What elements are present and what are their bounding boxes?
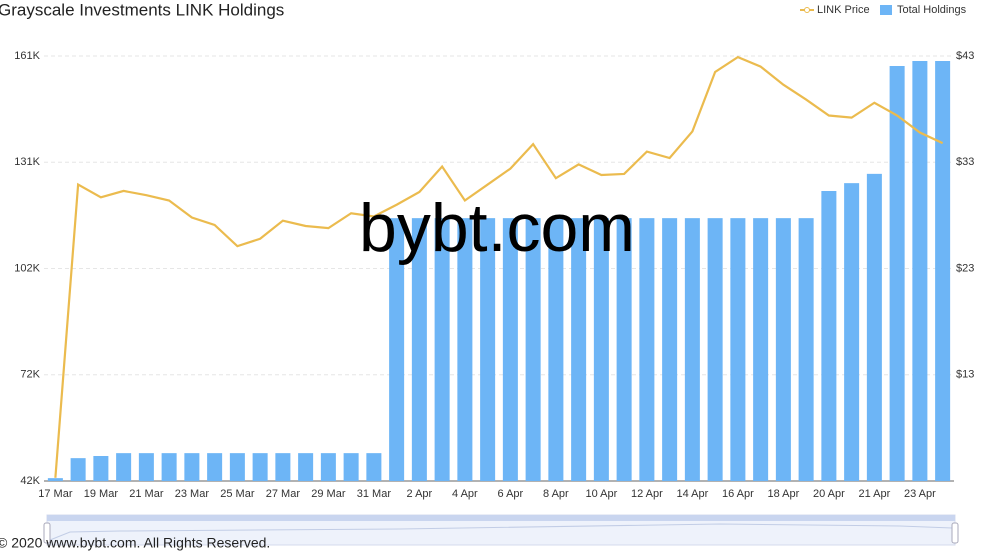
bar — [707, 218, 723, 481]
y2-tick-label: $43 — [956, 50, 974, 62]
x-tick-label: 21 Mar — [129, 488, 164, 500]
bar — [616, 218, 632, 481]
bar — [389, 218, 405, 481]
zoom-preview — [49, 523, 953, 541]
y-tick-label: 161K — [14, 50, 40, 62]
bar — [184, 453, 200, 481]
bar — [866, 173, 882, 481]
bar — [480, 218, 496, 481]
x-tick-label: 12 Apr — [631, 488, 663, 500]
bar — [434, 218, 450, 481]
x-tick-label: 10 Apr — [585, 488, 617, 500]
zoom-left-handle[interactable] — [43, 522, 51, 544]
bar — [912, 61, 928, 481]
bar — [116, 453, 132, 481]
y2-tick-label: $13 — [956, 369, 974, 381]
legend-label: LINK Price — [817, 4, 870, 16]
bar — [935, 61, 951, 481]
bar — [730, 218, 746, 481]
x-tick-label: 20 Apr — [813, 488, 845, 500]
footer: © 2020 www.bybt.com. All Rights Reserved… — [0, 535, 270, 551]
bar — [207, 453, 223, 481]
bar — [457, 218, 473, 481]
legend-swatch — [880, 5, 892, 15]
x-tick-label: 25 Mar — [220, 488, 255, 500]
bar — [275, 453, 291, 481]
x-tick-label: 23 Mar — [175, 488, 210, 500]
x-tick-label: 18 Apr — [767, 488, 799, 500]
bar — [138, 453, 154, 481]
y2-tick-label: $33 — [956, 156, 974, 168]
bar — [161, 453, 177, 481]
price-line — [54, 55, 944, 478]
x-tick-label: 27 Mar — [266, 488, 301, 500]
bar — [47, 478, 63, 481]
x-tick-label: 4 Apr — [452, 488, 478, 500]
chart-title: Grayscale Investments LINK Holdings — [0, 0, 284, 19]
bar — [889, 66, 905, 481]
x-tick-label: 17 Mar — [38, 488, 73, 500]
x-tick-label: 23 Apr — [904, 488, 936, 500]
bar — [343, 453, 359, 481]
x-tick-label: 14 Apr — [676, 488, 708, 500]
bar — [298, 453, 314, 481]
bar — [639, 218, 655, 481]
legend-dot — [804, 7, 810, 13]
x-tick-label: 19 Mar — [84, 488, 119, 500]
bar — [525, 218, 541, 481]
bar — [93, 456, 109, 481]
bar — [411, 218, 427, 481]
bar — [798, 218, 814, 481]
y-tick-label: 72K — [20, 369, 40, 381]
x-tick-label: 2 Apr — [407, 488, 433, 500]
x-tick-label: 8 Apr — [543, 488, 569, 500]
zoom-right-handle[interactable] — [951, 522, 959, 544]
legend-label: Total Holdings — [897, 4, 967, 16]
bar — [320, 453, 336, 481]
bar — [502, 218, 518, 481]
y-tick-label: 102K — [14, 262, 40, 274]
watermark: bybt.com — [359, 190, 635, 266]
bar — [662, 218, 678, 481]
x-tick-label: 21 Apr — [858, 488, 890, 500]
x-tick-label: 31 Mar — [357, 488, 392, 500]
bar — [571, 218, 587, 481]
x-tick-label: 16 Apr — [722, 488, 754, 500]
bar — [821, 191, 837, 481]
bar — [753, 218, 769, 481]
x-tick-label: 29 Mar — [311, 488, 346, 500]
bar — [70, 458, 86, 481]
bar — [844, 183, 860, 481]
bar — [684, 218, 700, 481]
bar — [366, 453, 382, 481]
bar — [775, 218, 791, 481]
bar — [548, 218, 564, 481]
y-tick-label: 42K — [20, 475, 40, 487]
bar — [593, 218, 609, 481]
zoom-handle-bar[interactable] — [47, 515, 955, 521]
bar — [252, 453, 268, 481]
y2-tick-label: $23 — [956, 262, 974, 274]
x-tick-label: 6 Apr — [498, 488, 524, 500]
bar — [229, 453, 245, 481]
y-tick-label: 131K — [14, 156, 40, 168]
